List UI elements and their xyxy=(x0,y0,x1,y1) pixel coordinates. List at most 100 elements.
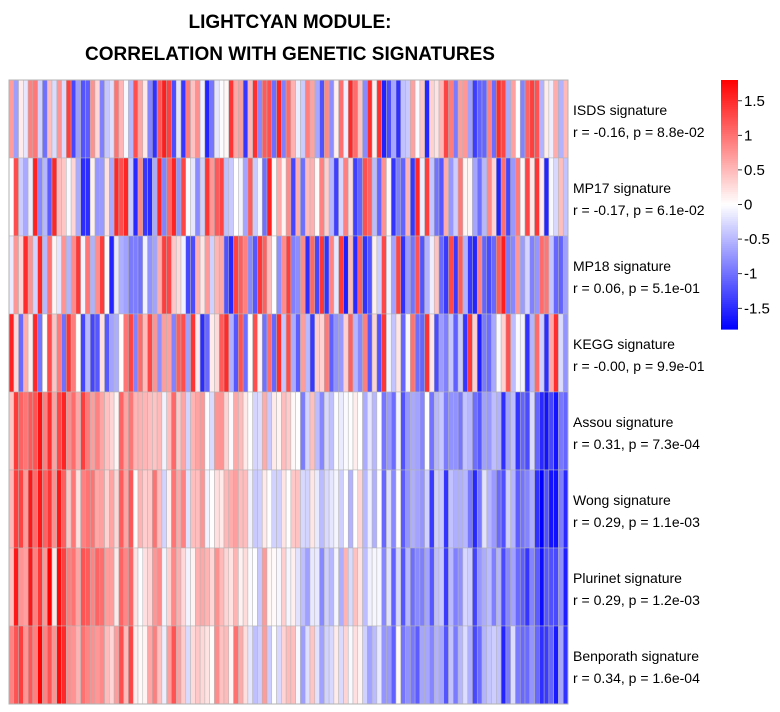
colorbar-segment xyxy=(721,208,738,212)
heatmap-cell xyxy=(70,313,77,393)
heatmap-cell xyxy=(309,625,316,705)
heatmap-cell xyxy=(367,547,373,627)
heatmap-cell xyxy=(534,547,540,627)
heatmap-cell xyxy=(414,79,421,159)
heatmap-cell xyxy=(491,625,497,705)
heatmap-cell xyxy=(414,469,421,549)
heatmap-cell xyxy=(496,157,502,237)
heatmap-cell xyxy=(137,469,144,549)
heatmap-cell xyxy=(333,625,339,705)
colorbar-segment xyxy=(721,148,738,152)
heatmap-cell xyxy=(233,79,239,159)
colorbar-segment xyxy=(721,219,738,222)
heatmap-cell xyxy=(185,235,191,315)
heatmap-cell xyxy=(352,391,359,471)
heatmap-cell xyxy=(304,313,311,393)
heatmap-cell xyxy=(175,313,182,393)
heatmap-cell xyxy=(8,625,15,705)
heatmap-cell xyxy=(37,313,43,393)
heatmap-cell xyxy=(476,79,483,159)
heatmap-cell xyxy=(433,391,440,471)
heatmap-cell xyxy=(46,625,53,705)
heatmap-cell xyxy=(166,469,172,549)
heatmap-cell xyxy=(180,625,187,705)
heatmap-cell xyxy=(204,391,210,471)
colorbar-segment xyxy=(721,92,738,96)
heatmap-cell xyxy=(46,547,53,627)
heatmap-cell xyxy=(104,625,110,705)
colorbar-segment xyxy=(721,163,738,166)
colorbar-segment xyxy=(721,140,738,143)
heatmap-cell xyxy=(558,547,564,627)
heatmap-cell xyxy=(534,625,540,705)
heatmap-cell xyxy=(123,235,129,315)
heatmap-cell xyxy=(175,469,182,549)
heatmap-cell xyxy=(180,157,187,237)
heatmap-cell xyxy=(113,547,120,627)
colorbar-segment xyxy=(721,293,738,297)
heatmap-cell xyxy=(204,79,210,159)
heatmap-cell xyxy=(562,547,569,627)
heatmap-cell xyxy=(400,547,406,627)
colorbar-segment xyxy=(721,121,738,125)
colorbar-segment xyxy=(721,239,738,243)
heatmap-cell xyxy=(419,469,425,549)
heatmap-cell xyxy=(238,79,244,159)
heatmap-cell xyxy=(367,391,373,471)
heatmap-cell xyxy=(214,391,220,471)
heatmap-cell xyxy=(37,547,43,627)
heatmap-cell xyxy=(171,547,177,627)
heatmap-cell xyxy=(548,79,554,159)
heatmap-cell xyxy=(123,469,129,549)
heatmap-cell xyxy=(328,157,335,237)
heatmap-cell xyxy=(558,79,564,159)
heatmap-cell xyxy=(109,625,115,705)
heatmap-cell xyxy=(496,235,502,315)
heatmap-cell xyxy=(233,547,239,627)
heatmap-cell xyxy=(438,391,445,471)
heatmap-cell xyxy=(13,313,19,393)
heatmap-cell xyxy=(462,391,468,471)
colorbar-segment xyxy=(721,200,738,204)
heatmap-cell xyxy=(324,157,330,237)
heatmap-cell xyxy=(80,157,86,237)
heatmap-cell xyxy=(562,391,569,471)
row-label-stat: r = 0.34, p = 1.6e-04 xyxy=(573,670,700,686)
heatmap-cell xyxy=(395,391,402,471)
colorbar-tick-label: 1.5 xyxy=(744,93,765,110)
heatmap-cell xyxy=(519,547,526,627)
heatmap-cell xyxy=(481,547,488,627)
row-label-stat: r = 0.29, p = 1.1e-03 xyxy=(573,514,700,530)
heatmap-cell xyxy=(70,79,77,159)
colorbar-segment xyxy=(721,314,738,318)
heatmap-cell xyxy=(534,469,540,549)
heatmap-cell xyxy=(238,313,244,393)
heatmap-cell xyxy=(362,469,368,549)
heatmap-cell xyxy=(414,313,421,393)
heatmap-cell xyxy=(367,235,373,315)
heatmap-cell xyxy=(400,157,406,237)
row-label-name: Plurinet signature xyxy=(573,570,682,586)
colorbar-segment xyxy=(721,206,738,210)
colorbar-segment xyxy=(721,243,738,247)
heatmap-cell xyxy=(214,157,220,237)
heatmap-cell xyxy=(319,391,325,471)
heatmap-cell xyxy=(328,235,335,315)
heatmap-cell xyxy=(123,313,129,393)
heatmap-cell xyxy=(85,157,91,237)
heatmap-cell xyxy=(524,313,531,393)
heatmap-cell xyxy=(515,547,521,627)
heatmap-cell xyxy=(309,469,316,549)
heatmap-cell xyxy=(290,313,296,393)
heatmap-cell xyxy=(304,547,311,627)
heatmap-cell xyxy=(228,235,234,315)
heatmap-cell xyxy=(300,79,306,159)
heatmap-cell xyxy=(23,313,29,393)
heatmap-cell xyxy=(496,313,502,393)
heatmap-cell xyxy=(290,79,296,159)
heatmap-cell xyxy=(553,313,559,393)
heatmap-cell xyxy=(453,391,459,471)
heatmap-cell xyxy=(180,547,187,627)
heatmap-cell xyxy=(386,625,392,705)
